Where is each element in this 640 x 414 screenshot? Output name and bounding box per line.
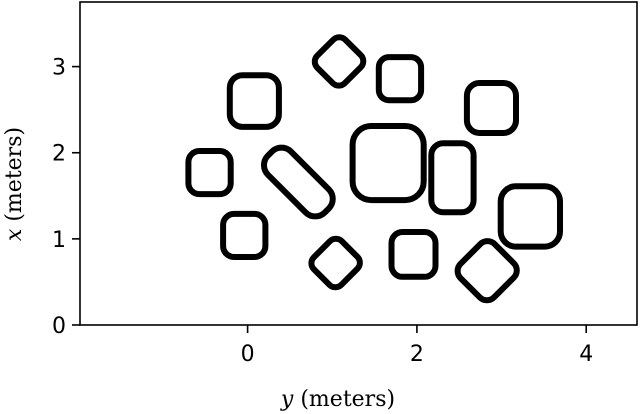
object-rounded-square-2 (220, 210, 269, 260)
object-rounded-square-9 (388, 229, 439, 280)
y-axis-label: x (meters) (2, 127, 27, 241)
y-axis: 0 1 2 3 (52, 56, 80, 339)
object-rounded-rect-10 (428, 140, 477, 216)
object-diamond-5 (311, 34, 367, 89)
plot-objects (185, 34, 564, 304)
x-axis-label: y (meters) (280, 387, 395, 412)
y-tick-label: 2 (52, 142, 66, 167)
x-axis-label-unit: (meters) (293, 387, 395, 412)
object-diamond-12 (454, 238, 520, 304)
y-tick-label: 3 (52, 56, 66, 81)
object-diamond-6 (308, 235, 363, 291)
object-rounded-rect-4 (260, 144, 336, 220)
x-tick-label: 2 (410, 342, 424, 367)
y-tick-label: 0 (52, 314, 66, 339)
object-rounded-square-1 (185, 148, 234, 198)
x-axis-label-var: y (280, 387, 294, 412)
y-axis-label-unit: (meters) (2, 127, 27, 229)
object-rounded-square-11 (463, 80, 519, 136)
y-tick-label: 1 (52, 228, 66, 253)
object-rounded-square-3 (226, 72, 282, 130)
x-tick-label: 0 (241, 342, 255, 367)
y-axis-label-var: x (2, 228, 27, 241)
object-rounded-square-7 (349, 123, 427, 204)
x-axis: 0 2 4 (241, 325, 593, 367)
x-tick-label: 4 (579, 342, 593, 367)
object-rounded-square-8 (375, 54, 425, 104)
plot-frame (79, 1, 638, 326)
object-rounded-square-13 (497, 183, 564, 250)
